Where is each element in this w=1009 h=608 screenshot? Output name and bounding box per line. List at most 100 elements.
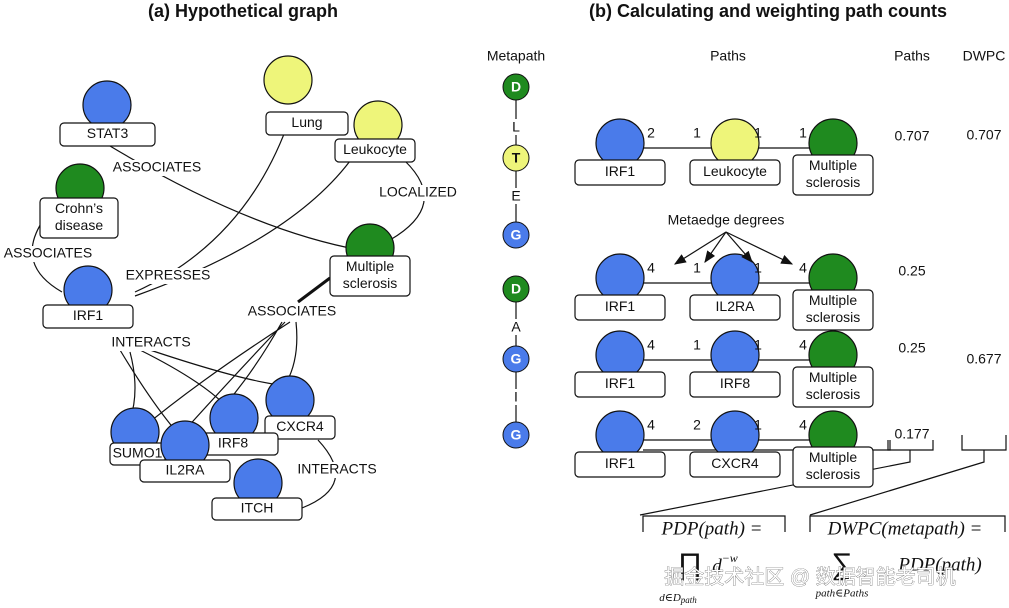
pdp-formula-lhs: PDP(path) = xyxy=(661,518,763,539)
dwpc-value: 0.677 xyxy=(966,351,1001,367)
metanode xyxy=(502,275,530,303)
node-label: Crohn’s xyxy=(55,200,103,216)
node: IRF1 xyxy=(574,118,666,186)
metaedge-label: E xyxy=(511,188,520,204)
metanode xyxy=(502,345,530,373)
node-label-box xyxy=(689,159,781,186)
node-label: Multiple xyxy=(809,369,857,385)
metaedge-label: L xyxy=(512,119,520,135)
node: IRF1 xyxy=(574,330,666,398)
node-label: Leukocyte xyxy=(343,141,407,157)
edge-label: ASSOCIATES xyxy=(113,159,201,175)
node-label: STAT3 xyxy=(87,125,129,141)
metanode-label: G xyxy=(511,427,522,443)
annotation-arrow xyxy=(704,231,727,263)
node-label-box xyxy=(211,497,303,521)
node-label-box xyxy=(792,366,874,408)
node-label: SUMO1 xyxy=(113,445,163,461)
node-label: disease xyxy=(55,217,103,233)
pdp-term-base: d xyxy=(712,556,722,577)
node-label: IRF8 xyxy=(720,375,751,391)
node-label-box xyxy=(139,459,231,483)
metanode-label: D xyxy=(511,281,521,297)
node: CXCR4 xyxy=(264,375,336,440)
dwpc-term: PDP(path) xyxy=(897,554,981,575)
annotation-arrow xyxy=(725,231,753,263)
node: Lung xyxy=(263,55,349,136)
edge-label-bg xyxy=(248,304,336,320)
column-header: Paths xyxy=(710,48,746,64)
dwpc-operator: ∑ xyxy=(831,548,852,581)
node: IL2RA xyxy=(689,253,781,321)
node-label-box xyxy=(574,159,666,186)
panel-b-title: (b) Calculating and weighting path count… xyxy=(589,1,947,21)
node-label: sclerosis xyxy=(806,386,860,402)
column-header: DWPC xyxy=(963,48,1006,64)
metaedge-degree: 1 xyxy=(693,125,701,141)
metaedge-degree: 1 xyxy=(693,260,701,276)
panel-a-title: (a) Hypothetical graph xyxy=(148,1,338,21)
node-label: IRF1 xyxy=(605,455,636,471)
annotation-arrow xyxy=(673,231,727,265)
pdp-index-sub: path xyxy=(680,595,698,605)
pdp-index-main: d∈D xyxy=(659,592,681,604)
edge-label-bg xyxy=(113,160,201,176)
path-degree-product: 0.707 xyxy=(894,128,929,144)
node-label: IL2RA xyxy=(166,462,206,478)
metaedge-bg xyxy=(508,389,524,405)
metaedge-degree: 4 xyxy=(647,260,655,276)
path-degree-product: 0.25 xyxy=(898,263,925,279)
watermark: 掘金技术社区 @ 数据智能老司机 xyxy=(664,565,955,588)
node-label: sclerosis xyxy=(343,275,397,291)
edge-label-bg xyxy=(374,185,462,201)
node-label-box xyxy=(689,371,781,398)
pdp-operator: ∏ xyxy=(678,548,703,581)
node: CXCR4 xyxy=(689,410,781,478)
path-degree-product: 0.25 xyxy=(898,340,925,356)
edge-label: ASSOCIATES xyxy=(4,245,92,261)
metaedge-degree: 1 xyxy=(754,260,762,276)
node-label-box xyxy=(265,111,349,136)
path-degree-product: 0.177 xyxy=(894,426,929,442)
node-label: IRF1 xyxy=(605,163,636,179)
node-circle xyxy=(263,55,313,105)
metaedge-degree: 1 xyxy=(754,337,762,353)
bracket-connectors xyxy=(639,435,1007,532)
pdp-index: d∈Dpath xyxy=(659,592,697,606)
node-label-box xyxy=(574,371,666,398)
dwpc-index: path∈Paths xyxy=(815,588,869,600)
node-label: sclerosis xyxy=(806,466,860,482)
node-label: IRF8 xyxy=(218,435,249,451)
edge-label: EXPRESSES xyxy=(126,267,211,283)
pdp-term: d−w xyxy=(712,551,738,578)
metaedge-degree: 1 xyxy=(799,125,807,141)
node-label-box xyxy=(792,289,874,331)
metanode-label: D xyxy=(511,79,521,95)
node: IRF8 xyxy=(187,393,279,456)
node-label: Multiple xyxy=(809,292,857,308)
metaedge-degree: 2 xyxy=(693,417,701,433)
metaedge-bg xyxy=(508,319,524,335)
metaedge-degree: 1 xyxy=(754,125,762,141)
node-label: sclerosis xyxy=(806,174,860,190)
node-label: Multiple xyxy=(809,449,857,465)
node-circle xyxy=(82,80,132,130)
metaedge-degree: 4 xyxy=(647,417,655,433)
metanode xyxy=(502,144,530,172)
node-label: IRF1 xyxy=(73,307,104,323)
node: STAT3 xyxy=(59,80,156,147)
node: IRF1 xyxy=(574,253,666,321)
node-label-box xyxy=(329,255,411,297)
metaedge-degree: 4 xyxy=(799,417,807,433)
node: IRF8 xyxy=(689,330,781,398)
dwpc-value: 0.707 xyxy=(966,127,1001,143)
metanode-label: T xyxy=(512,150,521,166)
node-label-box xyxy=(574,451,666,478)
metaedge-bg xyxy=(508,119,524,135)
